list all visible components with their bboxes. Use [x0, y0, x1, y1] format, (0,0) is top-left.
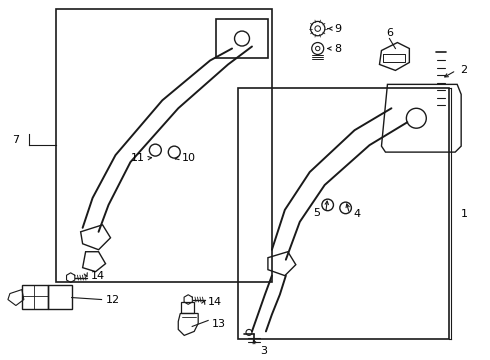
Text: 7: 7 [12, 135, 19, 145]
Text: 3: 3 [260, 346, 267, 356]
Text: 14: 14 [91, 271, 105, 281]
Text: 9: 9 [335, 24, 342, 33]
Text: 14: 14 [208, 297, 222, 306]
Text: 12: 12 [105, 294, 120, 305]
Text: 1: 1 [461, 209, 468, 219]
Text: 11: 11 [130, 153, 145, 163]
Text: 13: 13 [212, 319, 226, 329]
Text: 6: 6 [386, 28, 393, 37]
Text: 2: 2 [460, 66, 467, 76]
Text: 10: 10 [182, 153, 196, 163]
Text: 5: 5 [313, 208, 319, 218]
Text: 4: 4 [354, 209, 361, 219]
Text: 8: 8 [335, 44, 342, 54]
